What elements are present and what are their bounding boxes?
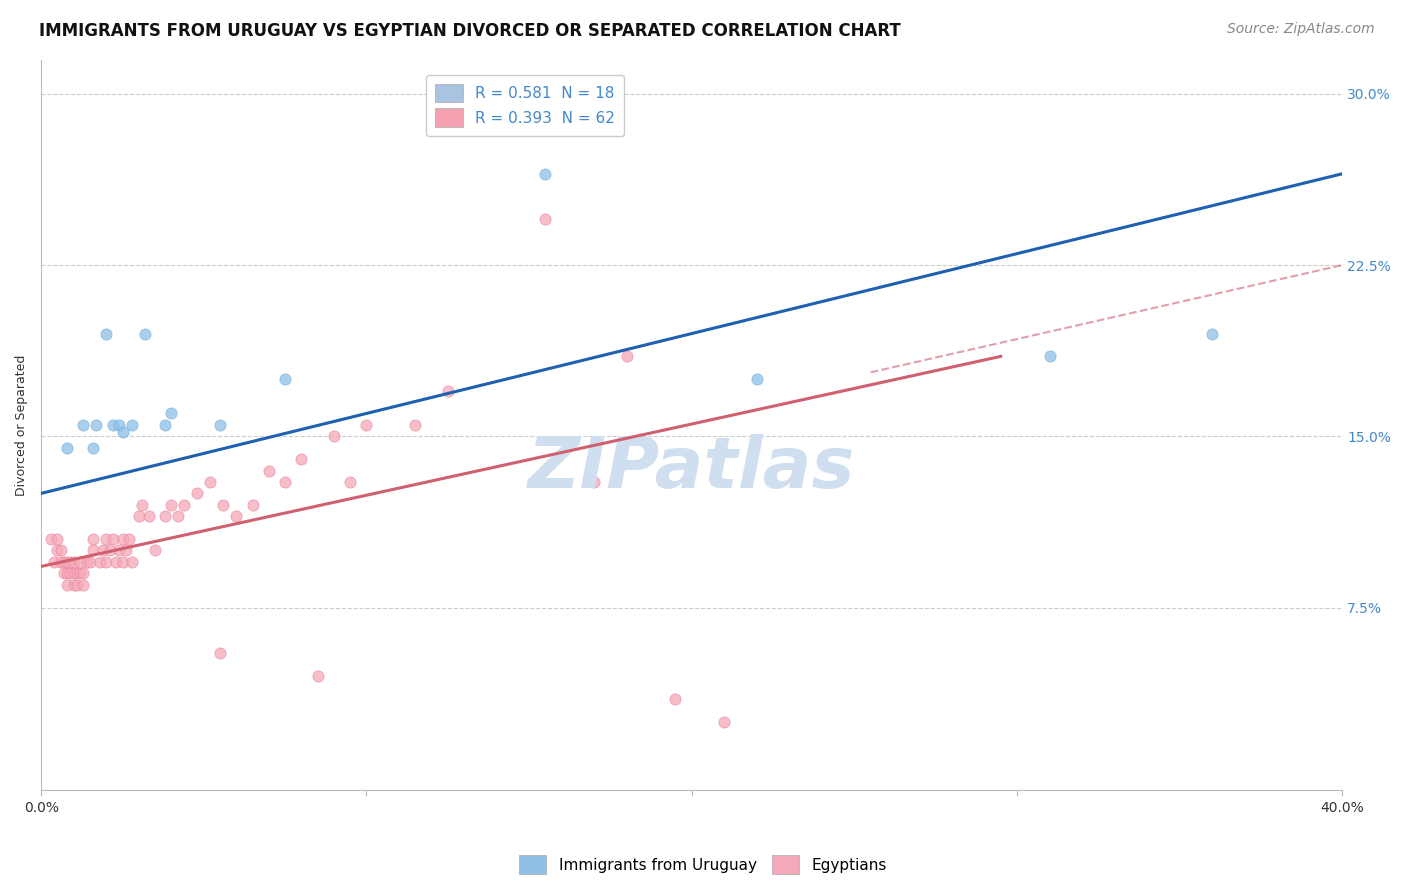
Point (62, 555, 84, 569)
Point (91, 543, 114, 558)
Point (69, 555, 91, 569)
Point (86, 417, 108, 432)
Point (200, 475, 222, 489)
Point (111, 425, 134, 439)
Point (56, 577, 79, 591)
Point (356, 417, 378, 432)
Point (79, 555, 101, 569)
Point (323, 429, 346, 443)
Point (62, 577, 84, 591)
Point (225, 509, 247, 524)
Point (59, 566, 82, 581)
Point (111, 555, 134, 569)
Point (583, 475, 606, 489)
Point (209, 646, 232, 660)
Point (138, 509, 160, 524)
Point (105, 555, 128, 569)
Point (46, 543, 69, 558)
Point (404, 417, 426, 432)
Point (209, 417, 232, 432)
Text: Source: ZipAtlas.com: Source: ZipAtlas.com (1227, 22, 1375, 37)
Point (134, 326, 156, 341)
Y-axis label: Divorced or Separated: Divorced or Separated (15, 354, 28, 496)
Point (257, 464, 280, 478)
Point (160, 498, 183, 512)
Point (534, 212, 557, 227)
Legend: R = 0.581  N = 18, R = 0.393  N = 62: R = 0.581 N = 18, R = 0.393 N = 62 (426, 75, 624, 136)
Point (153, 417, 176, 432)
Point (82, 543, 104, 558)
Point (616, 350, 638, 364)
Point (114, 543, 136, 558)
Point (108, 417, 131, 432)
Point (212, 498, 235, 512)
Point (121, 555, 143, 569)
Point (98, 543, 121, 558)
Point (52, 555, 75, 569)
Point (128, 509, 150, 524)
Point (89, 555, 111, 569)
Point (52, 566, 75, 581)
Point (96, 532, 118, 546)
Point (56, 555, 79, 569)
Point (713, 714, 735, 729)
Point (745, 372, 768, 386)
Point (111, 532, 134, 546)
Point (131, 498, 153, 512)
Point (69, 566, 91, 581)
Point (56, 566, 79, 581)
Point (76, 555, 98, 569)
Point (101, 532, 124, 546)
Point (166, 509, 188, 524)
Text: ZIPatlas: ZIPatlas (529, 434, 855, 503)
Legend: Immigrants from Uruguay, Egyptians: Immigrants from Uruguay, Egyptians (513, 849, 893, 880)
Point (290, 452, 312, 467)
Point (72, 417, 94, 432)
Point (82, 532, 104, 546)
Point (121, 417, 143, 432)
Point (66, 577, 89, 591)
Point (72, 577, 94, 591)
Point (118, 532, 141, 546)
Point (143, 543, 166, 558)
Point (153, 509, 176, 524)
Point (436, 384, 458, 398)
Point (62, 566, 84, 581)
Point (96, 555, 118, 569)
Point (1201, 326, 1223, 341)
Point (173, 498, 195, 512)
Point (46, 532, 69, 546)
Point (108, 543, 131, 558)
Text: IMMIGRANTS FROM URUGUAY VS EGYPTIAN DIVORCED OR SEPARATED CORRELATION CHART: IMMIGRANTS FROM URUGUAY VS EGYPTIAN DIVO… (39, 22, 901, 40)
Point (44, 555, 66, 569)
Point (72, 566, 94, 581)
Point (66, 566, 89, 581)
Point (160, 407, 183, 421)
Point (101, 417, 124, 432)
Point (534, 167, 557, 181)
Point (274, 475, 297, 489)
Point (49, 555, 72, 569)
Point (82, 441, 104, 455)
Point (96, 326, 118, 341)
Point (307, 669, 329, 683)
Point (1038, 350, 1060, 364)
Point (242, 498, 264, 512)
Point (39, 532, 62, 546)
Point (274, 372, 297, 386)
Point (59, 555, 82, 569)
Point (339, 475, 361, 489)
Point (186, 486, 208, 500)
Point (664, 691, 686, 706)
Point (49, 543, 72, 558)
Point (56, 441, 79, 455)
